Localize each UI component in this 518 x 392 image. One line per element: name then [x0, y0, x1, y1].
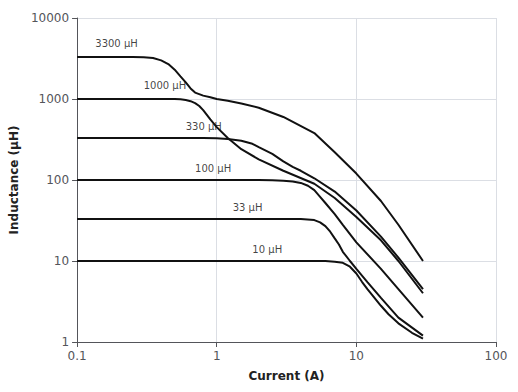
svg-text:100: 100 — [485, 349, 508, 363]
svg-text:0.1: 0.1 — [68, 349, 87, 363]
svg-text:100: 100 — [46, 173, 69, 187]
svg-text:33 μH: 33 μH — [233, 202, 263, 213]
svg-text:330 μH: 330 μH — [185, 120, 222, 132]
svg-text:10 μH: 10 μH — [252, 244, 282, 255]
svg-text:Inductance (μH): Inductance (μH) — [7, 126, 21, 235]
svg-text:1: 1 — [213, 349, 221, 363]
svg-text:1000 μH: 1000 μH — [144, 80, 187, 91]
svg-text:1000: 1000 — [39, 92, 70, 106]
svg-text:10: 10 — [349, 349, 364, 363]
svg-text:10: 10 — [54, 254, 69, 268]
svg-text:Current (A): Current (A) — [249, 369, 325, 383]
svg-text:1: 1 — [61, 335, 69, 349]
svg-text:3300 μH: 3300 μH — [95, 38, 138, 49]
svg-text:100 μH: 100 μH — [195, 163, 231, 174]
svg-text:10000: 10000 — [31, 11, 69, 25]
